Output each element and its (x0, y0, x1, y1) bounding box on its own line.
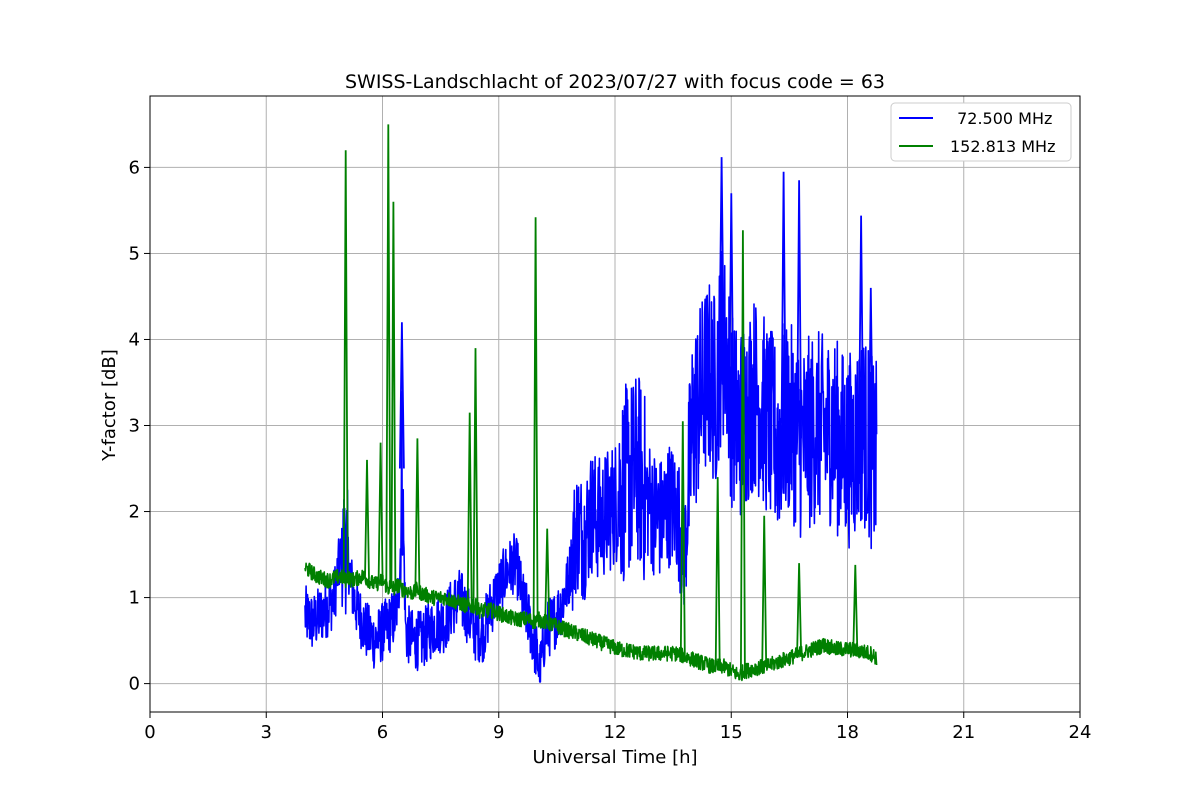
x-tick-label: 15 (720, 722, 743, 743)
x-tick-label: 21 (952, 722, 975, 743)
x-axis-label: Universal Time [h] (532, 747, 697, 768)
x-tick-label: 6 (377, 722, 388, 743)
spike-72500 (867, 287, 874, 452)
x-tick-label: 18 (836, 722, 859, 743)
y-tick-label: 0 (129, 674, 140, 695)
spike-152813 (679, 421, 686, 656)
spike-152813 (466, 412, 473, 607)
spike-152813 (414, 438, 421, 590)
spike-152813 (364, 459, 370, 579)
spike-152813 (377, 442, 384, 582)
plot-lines (304, 124, 878, 683)
spike-152813 (342, 150, 349, 581)
y-tick-label: 3 (129, 416, 140, 437)
spike-152813 (532, 217, 539, 622)
spike-152813 (852, 564, 859, 651)
spike-152813 (796, 563, 802, 655)
spike-72500 (858, 215, 864, 430)
spike-152813 (385, 124, 392, 590)
y-tick-label: 5 (129, 243, 140, 264)
spike-72500 (399, 322, 405, 469)
spike-72500 (796, 180, 802, 439)
spike-72500 (728, 193, 735, 409)
spike-152813 (714, 477, 721, 667)
y-tick-label: 4 (129, 329, 140, 350)
x-tick-label: 0 (144, 722, 155, 743)
x-tick-label: 24 (1069, 722, 1092, 743)
legend-label-152813: 152.813 MHz (950, 137, 1055, 156)
legend-box (890, 102, 1072, 162)
y-tick-label: 2 (129, 502, 140, 523)
spike-152813 (761, 515, 768, 667)
spike-152813 (740, 230, 746, 673)
legend: 72.500 MHz 152.813 MHz (890, 102, 1072, 162)
spike-72500 (780, 171, 787, 424)
series-line-72500 (304, 250, 878, 683)
chart-title: SWISS-Landschlacht of 2023/07/27 with fo… (345, 71, 885, 93)
spike-152813 (472, 348, 479, 607)
series-line-152813 (304, 562, 878, 682)
y-axis-label: Y-factor [dB] (99, 349, 120, 462)
x-tick-label: 12 (604, 722, 627, 743)
y-tick-label: 6 (129, 157, 140, 178)
x-tick-label: 9 (493, 722, 504, 743)
legend-label-72500: 72.500 MHz (952, 109, 1052, 128)
spike-152813 (544, 528, 551, 623)
spike-72500 (718, 157, 725, 340)
spike-152813 (390, 201, 397, 589)
y-tick-label: 1 (129, 588, 140, 609)
x-tick-label: 3 (261, 722, 272, 743)
